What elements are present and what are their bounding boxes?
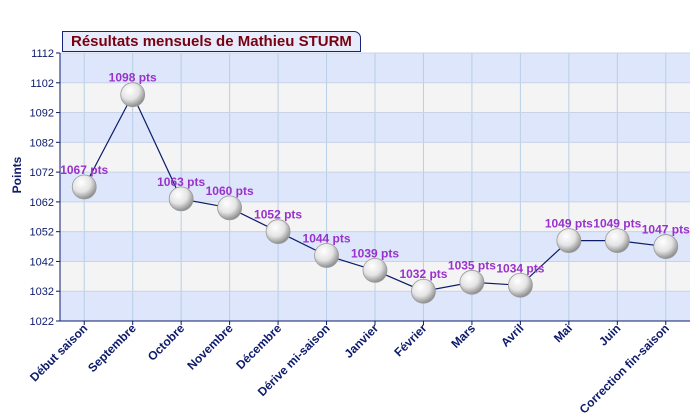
x-tick-label: Octobre (145, 321, 188, 364)
data-label: 1060 pts (206, 184, 254, 198)
data-point-marker (120, 82, 146, 108)
data-point-marker (71, 174, 97, 200)
data-point-marker (217, 195, 243, 221)
data-point-marker (411, 278, 436, 304)
data-point-marker (168, 186, 194, 212)
x-tick-label: Décembre (233, 321, 284, 372)
x-tick-label: Juin (596, 321, 623, 348)
data-label: 1063 pts (157, 175, 205, 189)
data-label: 1034 pts (496, 261, 544, 275)
y-axis-label: Points (10, 156, 24, 194)
x-tick-label: Début saison (27, 321, 90, 384)
y-tick-label: 1022 (30, 316, 54, 328)
data-label: 1044 pts (303, 231, 351, 245)
data-point-marker (362, 257, 388, 283)
x-tick-label: Avril (498, 321, 526, 349)
y-tick-label: 1072 (30, 167, 54, 179)
data-point-marker (507, 272, 533, 298)
data-label: 1047 pts (642, 223, 690, 237)
x-tick-label: Février (391, 321, 429, 359)
data-label: 1052 pts (254, 208, 302, 222)
data-label: 1035 pts (448, 258, 496, 272)
data-point-marker (604, 228, 630, 254)
x-tick-label: Novembre (184, 321, 236, 373)
data-point-marker (556, 228, 582, 254)
y-tick-label: 1112 (31, 48, 54, 60)
y-tick-label: 1052 (30, 227, 54, 239)
x-tick-label: Septembre (85, 321, 139, 375)
data-label: 1039 pts (351, 246, 399, 260)
chart-title: Résultats mensuels de Mathieu STURM (62, 31, 361, 52)
y-tick-label: 1082 (30, 137, 54, 149)
data-point-marker (459, 269, 485, 295)
x-tick-label: Correction fin-saison (577, 321, 672, 416)
x-tick-label: Mars (448, 321, 478, 351)
data-label: 1067 pts (60, 163, 108, 177)
y-tick-label: 1032 (30, 286, 54, 298)
data-label: 1098 pts (109, 71, 157, 85)
data-point-marker (265, 219, 291, 245)
y-tick-label: 1102 (30, 78, 54, 90)
data-label: 1049 pts (545, 217, 593, 231)
y-tick-label: 1042 (30, 256, 54, 268)
data-point-marker (653, 234, 679, 259)
data-label: 1049 pts (593, 217, 641, 231)
data-label: 1032 pts (399, 267, 447, 281)
data-point-marker (314, 243, 339, 268)
y-tick-label: 1062 (30, 197, 54, 209)
x-tick-label: Janvier (342, 321, 382, 361)
x-tick-label: Mai (551, 321, 575, 345)
y-tick-label: 1092 (30, 108, 54, 120)
